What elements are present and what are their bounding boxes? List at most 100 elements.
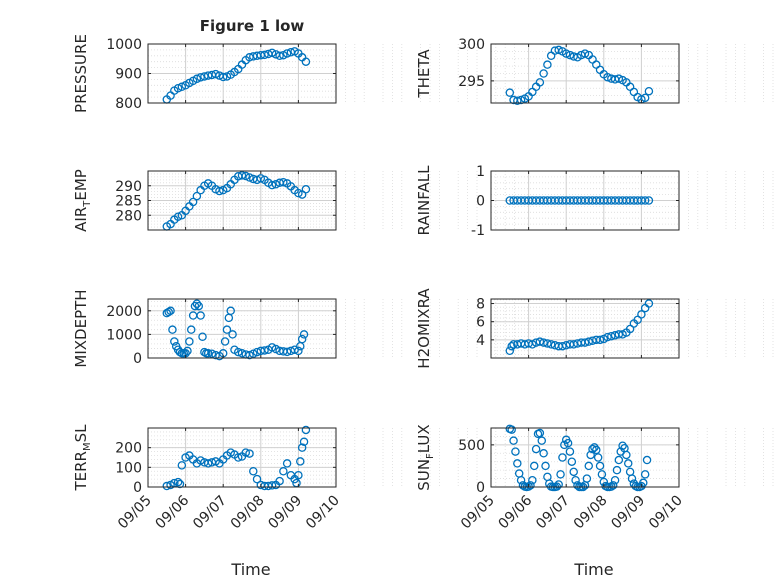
data-point	[294, 470, 303, 480]
data-point	[215, 186, 224, 196]
data-point	[537, 436, 547, 445]
y-tick-label: 0	[133, 480, 142, 496]
data-point	[166, 306, 175, 316]
data-point	[556, 470, 565, 479]
data-point	[203, 349, 213, 358]
data-point	[207, 349, 217, 359]
data-point	[299, 437, 309, 447]
data-point	[226, 306, 235, 316]
data-point	[558, 341, 567, 351]
y-tick-label: 4	[476, 333, 485, 349]
data-point	[565, 447, 575, 456]
data-point	[252, 474, 262, 484]
data-point	[168, 325, 177, 334]
data-point	[590, 443, 599, 452]
y-tick-label: 0	[476, 194, 485, 210]
data-point	[203, 459, 213, 468]
data-point	[194, 301, 204, 311]
data-point	[563, 438, 573, 448]
data-point	[639, 478, 648, 488]
data-point	[509, 436, 518, 445]
data-point	[233, 453, 243, 462]
data-point	[183, 346, 192, 356]
data-point	[531, 444, 541, 454]
data-point	[192, 74, 202, 84]
data-point	[595, 335, 605, 345]
data-point	[644, 299, 654, 308]
data-point	[173, 212, 183, 221]
data-point	[640, 93, 650, 103]
data-point	[569, 340, 578, 349]
y-tick-label: 2000	[106, 304, 142, 320]
data-point	[567, 457, 577, 466]
data-point	[535, 428, 545, 438]
y-tick-label: 100	[115, 460, 142, 476]
data-point	[507, 425, 516, 434]
data-point	[618, 441, 627, 450]
y-axis-label: MIXDEPTH	[72, 289, 90, 367]
data-point	[196, 73, 205, 82]
data-point	[267, 180, 277, 190]
data-point	[622, 450, 631, 460]
x-axis-label-right: Time	[573, 560, 613, 579]
data-point	[185, 337, 194, 346]
data-point	[513, 96, 522, 106]
data-point	[267, 481, 277, 490]
data-point	[580, 49, 590, 58]
data-point	[260, 346, 269, 355]
subplot-2: 295 300 THETA	[415, 37, 774, 106]
data-point	[588, 444, 597, 454]
data-point	[516, 95, 526, 105]
y-tick-label: 295	[458, 74, 485, 90]
data-point	[294, 188, 303, 198]
figure-title: Figure 1 low	[200, 17, 305, 35]
axes-box	[147, 298, 337, 359]
data-point	[301, 425, 311, 435]
data-point	[170, 337, 179, 346]
subplot-4: -1 0 1 RAINFALL	[415, 164, 774, 239]
y-tick-label: 6	[476, 315, 485, 331]
data-point	[637, 310, 646, 319]
axes-box	[490, 298, 680, 359]
y-tick-label: 285	[115, 194, 142, 210]
y-tick-label: 8	[476, 297, 485, 313]
data-point	[301, 57, 311, 66]
data-point	[279, 177, 288, 187]
data-point	[245, 350, 254, 360]
data-point	[296, 457, 305, 466]
data-point	[571, 476, 580, 485]
y-tick-label: 0	[476, 480, 485, 496]
data-point	[200, 347, 209, 357]
data-point	[586, 450, 595, 460]
data-point	[177, 82, 187, 92]
data-point	[539, 338, 548, 347]
data-point	[614, 455, 624, 465]
subplot-6: 4 6 8 H2OMIXRA	[415, 288, 774, 369]
data-point	[603, 72, 612, 82]
data-point	[535, 337, 545, 346]
data-point	[297, 443, 307, 452]
x-axis-label-left: Time	[230, 560, 270, 579]
data-point	[595, 461, 605, 471]
data-point	[505, 88, 515, 97]
data-point	[554, 45, 563, 55]
data-point	[597, 470, 607, 479]
data-point	[627, 474, 637, 483]
y-axis-label: TERRMSL	[72, 424, 93, 492]
y-tick-label: 290	[115, 179, 142, 195]
data-point	[513, 459, 522, 468]
data-point	[608, 481, 618, 490]
y-tick-label: 900	[115, 67, 142, 83]
data-point	[644, 196, 654, 205]
data-point	[211, 350, 220, 360]
data-point	[282, 459, 292, 468]
y-tick-label: 1000	[106, 37, 142, 53]
y-tick-label: 1000	[106, 327, 142, 343]
data-point	[186, 325, 196, 334]
y-tick-label: -1	[471, 223, 485, 239]
data-point	[565, 50, 575, 60]
data-point	[541, 461, 550, 471]
